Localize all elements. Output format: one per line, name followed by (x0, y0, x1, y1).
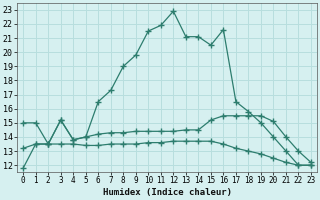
X-axis label: Humidex (Indice chaleur): Humidex (Indice chaleur) (103, 188, 232, 197)
